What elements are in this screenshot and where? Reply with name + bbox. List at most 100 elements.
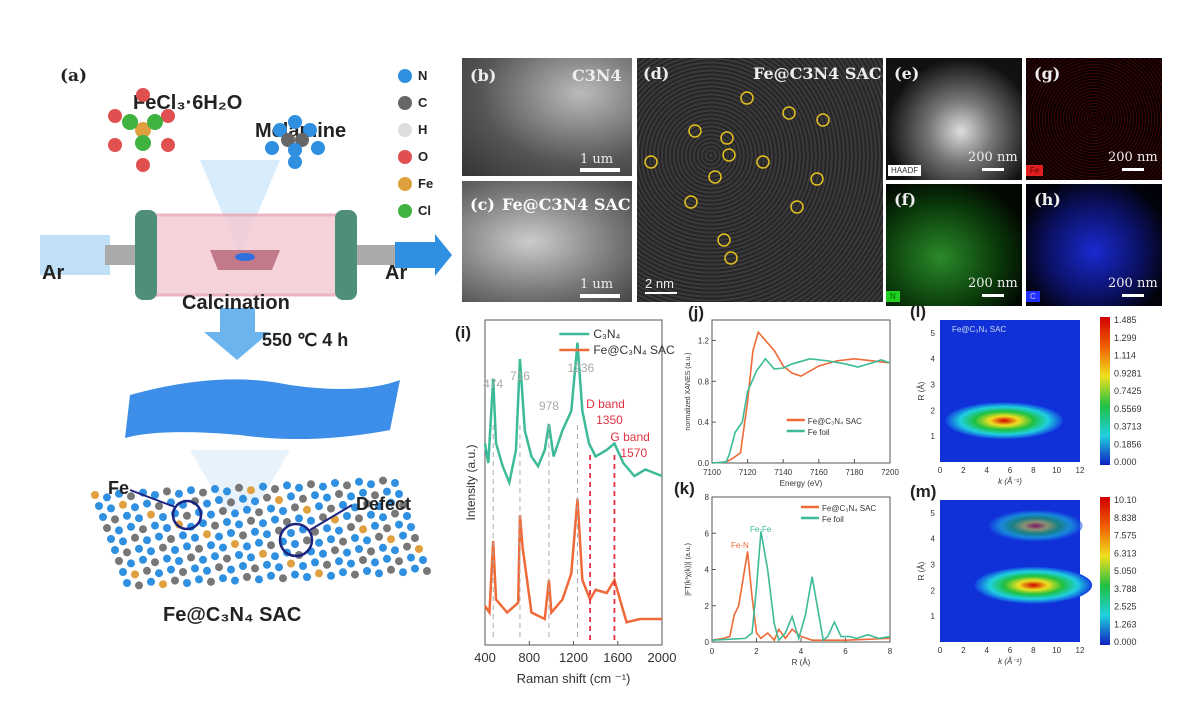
lattice-atom bbox=[355, 545, 363, 553]
x-axis-label: k (Å⁻¹) bbox=[998, 657, 1022, 666]
lattice-atom bbox=[407, 553, 415, 562]
lattice-atom bbox=[295, 483, 303, 492]
lattice-atom bbox=[167, 565, 175, 574]
lattice-atom bbox=[227, 529, 235, 537]
x-tick-label: 6 bbox=[1008, 646, 1013, 655]
scale-bar-label: 200 nm bbox=[1108, 276, 1158, 291]
lattice-atom bbox=[239, 562, 247, 570]
colorbar-tick-label: 0.9281 bbox=[1114, 368, 1142, 378]
plot-frame-j bbox=[711, 319, 891, 464]
lattice-atom bbox=[287, 492, 295, 501]
lattice-atom bbox=[151, 521, 159, 530]
lattice-atom bbox=[123, 548, 131, 557]
y-tick-label: 5 bbox=[931, 509, 936, 518]
band-label: G band bbox=[610, 430, 649, 444]
lattice-atom bbox=[143, 536, 151, 545]
lattice-atom bbox=[231, 540, 239, 548]
band-position-label: 1350 bbox=[596, 413, 623, 427]
y-tick-label: 5 bbox=[931, 329, 936, 338]
wavelet-peak bbox=[974, 566, 1093, 604]
colorbar-tick-label: 8.838 bbox=[1114, 513, 1137, 523]
lattice-atom bbox=[167, 535, 175, 543]
lattice-atom bbox=[371, 491, 379, 500]
colorbar-tick-label: 3.788 bbox=[1114, 584, 1137, 594]
lattice-atom bbox=[327, 504, 335, 513]
panel-b-title: C3N4 bbox=[572, 66, 622, 85]
lattice-atom bbox=[135, 544, 143, 553]
lattice-atom bbox=[307, 516, 315, 525]
lattice-atom bbox=[323, 524, 331, 533]
lattice-atom bbox=[283, 518, 291, 526]
lattice-atom bbox=[147, 577, 155, 586]
lattice-atom bbox=[371, 521, 379, 530]
x-tick-label: 6 bbox=[843, 647, 848, 656]
y-tick-label: 0 bbox=[705, 638, 710, 647]
series-line-k-1 bbox=[711, 531, 891, 642]
lattice-atom bbox=[115, 489, 123, 498]
lattice-atom bbox=[367, 480, 375, 489]
lattice-atom bbox=[131, 503, 139, 512]
x-tick-label: 7180 bbox=[846, 468, 864, 477]
panel-e-label: (e) bbox=[894, 64, 920, 83]
lattice-atom bbox=[311, 491, 319, 500]
y-tick-label: 1 bbox=[931, 432, 936, 441]
lattice-atom bbox=[227, 565, 235, 574]
legend-label: Fe@C₃N₄ SAC bbox=[808, 417, 862, 426]
lattice-atom bbox=[295, 514, 303, 523]
fecl3-molecule-icon bbox=[108, 88, 175, 172]
lattice-atom bbox=[335, 526, 343, 535]
peak-label: 1236 bbox=[567, 361, 594, 375]
y-tick-label: 4 bbox=[705, 566, 710, 575]
lattice-atom bbox=[103, 493, 111, 502]
lattice-atom bbox=[231, 576, 239, 585]
x-tick-label: 12 bbox=[1076, 466, 1085, 475]
x-tick-label: 400 bbox=[474, 650, 496, 665]
series-line-k-0 bbox=[711, 551, 891, 642]
colorbar-tick-label: 10.10 bbox=[1114, 495, 1137, 505]
y-tick-label: 6 bbox=[705, 529, 710, 538]
lattice-atom bbox=[95, 502, 103, 510]
lattice-atom bbox=[203, 530, 211, 539]
sem-image-fe-c3n4: (c) Fe@C3N4 SAC 1 um bbox=[462, 181, 632, 302]
lattice-atom bbox=[347, 523, 355, 531]
lattice-atom bbox=[235, 483, 243, 492]
lattice-atom bbox=[303, 536, 311, 545]
colorbar-tick-label: 5.050 bbox=[1114, 566, 1137, 576]
colorbar-tick-label: 0.3713 bbox=[1114, 422, 1142, 432]
wavelet-map-l bbox=[940, 320, 1080, 462]
calcination-label: Calcination bbox=[182, 292, 290, 314]
melamine-molecule-icon bbox=[265, 115, 325, 169]
panel-a-label: (a) bbox=[60, 66, 88, 86]
lattice-atom bbox=[175, 489, 183, 498]
lattice-atom bbox=[415, 545, 423, 553]
lattice-atom bbox=[291, 570, 299, 579]
lattice-atom bbox=[223, 487, 231, 496]
wavelet-peak bbox=[945, 402, 1063, 440]
scale-bar-label: 200 nm bbox=[968, 276, 1018, 291]
lattice-atom bbox=[387, 498, 395, 507]
legend-item-fe: Fe bbox=[398, 176, 433, 191]
panel-i-label: (i) bbox=[455, 323, 471, 342]
lattice-atom bbox=[363, 536, 371, 545]
lattice-atom bbox=[179, 531, 187, 540]
x-tick-label: 0 bbox=[938, 646, 943, 655]
element-tag: C bbox=[1026, 291, 1040, 302]
lattice-atom bbox=[151, 558, 159, 567]
lattice-atom bbox=[187, 486, 195, 495]
lattice-atom bbox=[155, 532, 163, 541]
panel-b-label: (b) bbox=[470, 66, 497, 85]
lattice-atom bbox=[339, 501, 347, 509]
lattice-atom bbox=[135, 581, 143, 590]
lattice-atom bbox=[351, 570, 359, 579]
precursor-fecl3-label: FeCl₃·6H₂O bbox=[133, 92, 243, 114]
lattice-atom bbox=[315, 538, 323, 547]
lattice-atom bbox=[259, 519, 267, 528]
tube-furnace-icon bbox=[40, 210, 452, 300]
lattice-atom bbox=[387, 535, 395, 544]
lattice-atom bbox=[331, 515, 339, 524]
lattice-atom bbox=[347, 559, 355, 568]
band-position-label: 1570 bbox=[620, 446, 647, 460]
panel-c-label: (c) bbox=[470, 195, 495, 214]
lattice-atom bbox=[403, 542, 411, 551]
